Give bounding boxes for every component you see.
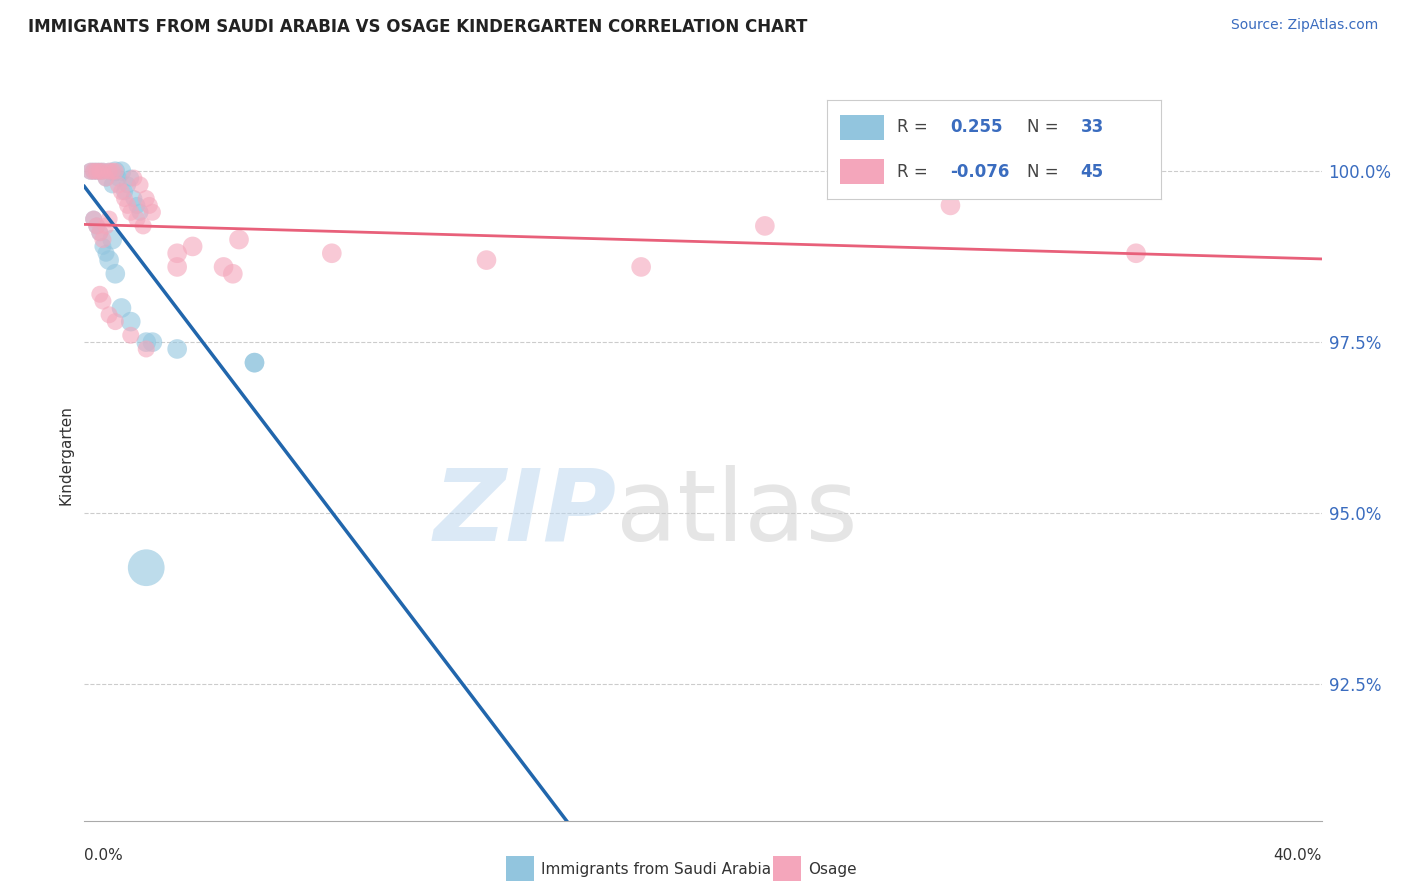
Point — [91, 294, 114, 309]
Point — [107, 178, 129, 192]
Point — [120, 315, 142, 329]
Point — [120, 205, 142, 219]
Point — [101, 233, 124, 247]
Point — [91, 233, 114, 247]
Point — [110, 185, 132, 199]
Point — [94, 171, 117, 186]
Point — [101, 164, 124, 178]
Point — [117, 178, 139, 192]
Point — [83, 212, 105, 227]
Point — [132, 219, 155, 233]
Point — [243, 356, 266, 370]
Point — [86, 164, 108, 178]
Point — [754, 219, 776, 233]
Point — [181, 239, 204, 253]
Text: 40.0%: 40.0% — [1274, 848, 1322, 863]
Point — [98, 212, 121, 227]
Point — [243, 356, 266, 370]
Point — [114, 192, 136, 206]
Point — [83, 164, 105, 178]
Point — [101, 178, 124, 192]
Point — [135, 342, 157, 356]
Y-axis label: Kindergarten: Kindergarten — [58, 405, 73, 505]
Point — [91, 239, 114, 253]
Point — [321, 246, 343, 260]
Point — [122, 192, 145, 206]
Point — [104, 315, 127, 329]
Point — [91, 164, 114, 178]
Point — [89, 164, 111, 178]
Point — [135, 560, 157, 574]
Point — [939, 198, 962, 212]
Point — [104, 267, 127, 281]
Point — [89, 226, 111, 240]
Point — [129, 205, 152, 219]
Point — [1125, 246, 1147, 260]
Point — [630, 260, 652, 274]
Point — [475, 253, 498, 268]
Text: ZIP: ZIP — [433, 465, 616, 562]
Point — [117, 198, 139, 212]
Point — [135, 335, 157, 350]
Point — [138, 198, 160, 212]
Point — [125, 212, 148, 227]
Point — [94, 219, 117, 233]
Text: Immigrants from Saudi Arabia: Immigrants from Saudi Arabia — [541, 863, 772, 877]
Point — [212, 260, 235, 274]
Point — [79, 164, 101, 178]
Point — [166, 246, 188, 260]
Point — [222, 267, 245, 281]
Point — [228, 233, 250, 247]
Point — [104, 164, 127, 178]
Text: Source: ZipAtlas.com: Source: ZipAtlas.com — [1230, 18, 1378, 32]
Point — [129, 178, 152, 192]
Point — [94, 246, 117, 260]
Point — [98, 164, 121, 178]
Point — [86, 219, 108, 233]
Point — [98, 164, 121, 178]
Point — [122, 171, 145, 186]
Point — [98, 253, 121, 268]
Point — [86, 219, 108, 233]
Point — [89, 287, 111, 301]
Point — [110, 164, 132, 178]
Point — [83, 164, 105, 178]
Text: 0.0%: 0.0% — [84, 848, 124, 863]
Point — [110, 301, 132, 315]
Point — [79, 164, 101, 178]
Point — [89, 164, 111, 178]
Point — [120, 171, 142, 186]
Point — [98, 308, 121, 322]
Point — [83, 212, 105, 227]
Point — [141, 335, 163, 350]
Text: Osage: Osage — [808, 863, 858, 877]
Point — [135, 192, 157, 206]
Point — [166, 342, 188, 356]
Point — [166, 260, 188, 274]
Point — [86, 164, 108, 178]
Point — [104, 164, 127, 178]
Point — [107, 171, 129, 186]
Text: IMMIGRANTS FROM SAUDI ARABIA VS OSAGE KINDERGARTEN CORRELATION CHART: IMMIGRANTS FROM SAUDI ARABIA VS OSAGE KI… — [28, 18, 807, 36]
Point — [91, 164, 114, 178]
Point — [89, 226, 111, 240]
Point — [141, 205, 163, 219]
Point — [94, 171, 117, 186]
Point — [125, 198, 148, 212]
Point — [120, 328, 142, 343]
Text: atlas: atlas — [616, 465, 858, 562]
Point — [114, 185, 136, 199]
